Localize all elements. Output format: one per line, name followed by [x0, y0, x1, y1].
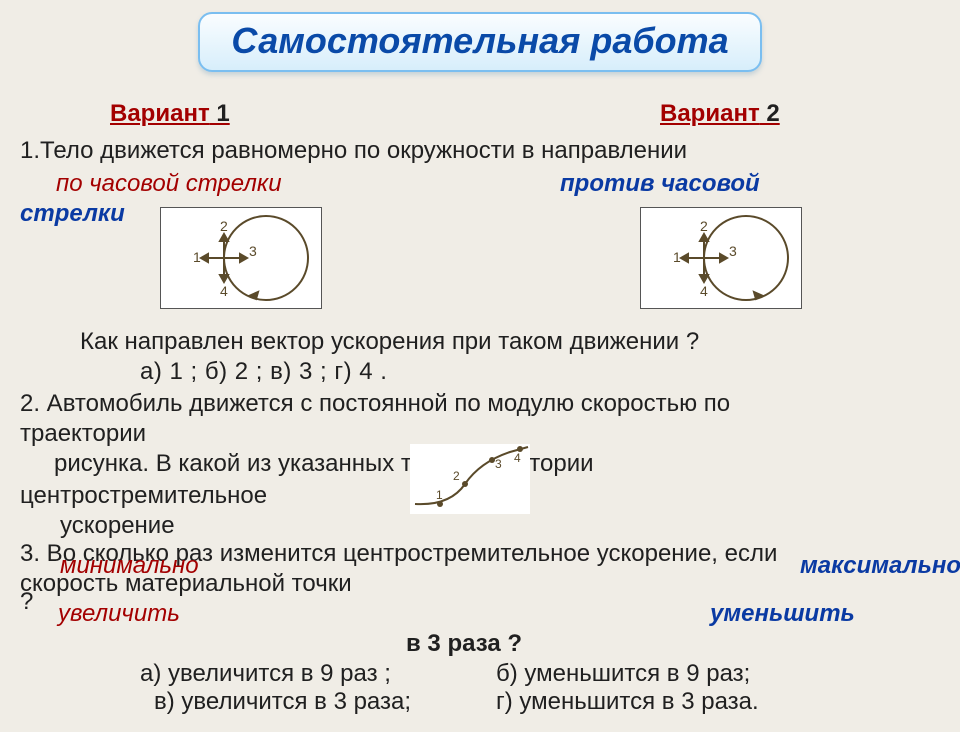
- fig-label-1: 1: [193, 249, 201, 265]
- increase-label: увеличить: [58, 600, 180, 628]
- q2-line-e: ускорение: [60, 512, 175, 540]
- figb-label-2: 2: [700, 218, 708, 234]
- q2-line-b: траектории: [20, 420, 146, 448]
- fig-label-3: 3: [249, 243, 257, 259]
- answer-c: в) увеличится в 3 раза;: [154, 688, 411, 716]
- times-3-label: в 3 раза ?: [406, 630, 522, 658]
- figure-counterclockwise: 1 2 3 4: [640, 207, 802, 309]
- figb-label-4: 4: [700, 283, 708, 299]
- anticlockwise-label-2: стрелки: [20, 200, 125, 228]
- svg-text:3: 3: [495, 457, 502, 471]
- page-title: Самостоятельная работа: [198, 12, 762, 72]
- q2-line-d: центростремительное: [20, 482, 267, 510]
- q3-qmark: ?: [20, 588, 33, 616]
- answer-d: г) уменьшится в 3 раза.: [496, 688, 759, 716]
- q3-line-b: скорость материальной точки: [20, 570, 352, 598]
- figb-label-1: 1: [673, 249, 681, 265]
- decrease-label: уменьшить: [710, 600, 855, 628]
- variant-2-label: Вариант: [660, 100, 760, 127]
- q2-line-a: 2. Автомобиль движется с постоянной по м…: [20, 390, 730, 418]
- figb-label-3: 3: [729, 243, 737, 259]
- figure-trajectory: 1 2 3 4: [410, 444, 530, 514]
- svg-text:2: 2: [453, 469, 460, 483]
- q1-followup: Как направлен вектор ускорения при таком…: [80, 328, 699, 356]
- answer-a: а) увеличится в 9 раз ;: [140, 660, 391, 688]
- q3-over-max: максимально: [800, 552, 960, 580]
- anticlockwise-label-1: против часовой: [560, 170, 760, 198]
- variant-2-heading: Вариант 2: [660, 100, 780, 128]
- answer-b: б) уменьшится в 9 раз;: [496, 660, 750, 688]
- variant-2-number: 2: [760, 100, 780, 127]
- fig-label-4: 4: [220, 283, 228, 299]
- figure-clockwise: 1 2 3 4: [160, 207, 322, 309]
- variant-1-heading: Вариант 1: [110, 100, 230, 128]
- q1-text: 1.Тело движется равномерно по окружности…: [20, 137, 687, 165]
- svg-text:1: 1: [436, 488, 443, 502]
- clockwise-label: по часовой стрелки: [56, 170, 282, 198]
- variant-1-label: Вариант: [110, 100, 210, 127]
- svg-text:4: 4: [514, 451, 521, 465]
- fig-label-2: 2: [220, 218, 228, 234]
- variant-1-number: 1: [210, 100, 230, 127]
- q1-options: а) 1 ; б) 2 ; в) 3 ; г) 4 .: [140, 358, 387, 386]
